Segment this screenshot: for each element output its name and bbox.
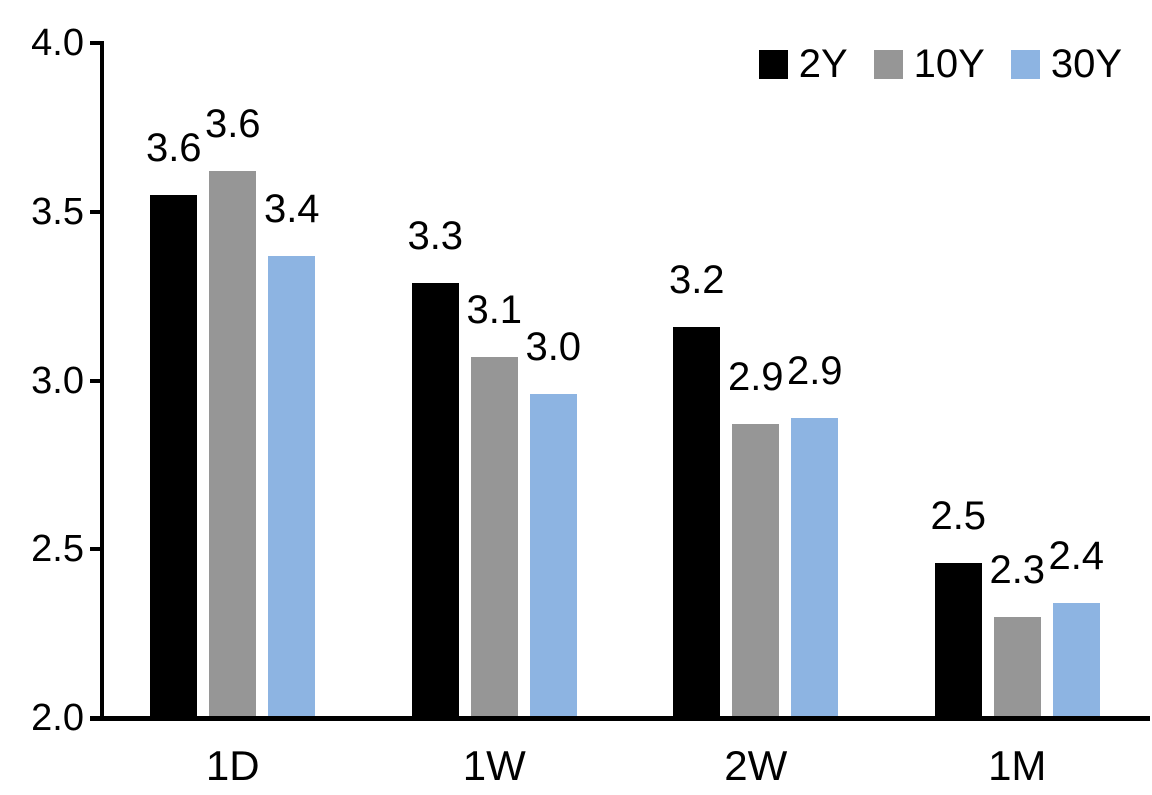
legend-item-30y: 30Y xyxy=(1010,42,1122,86)
bar-value-label: 3.4 xyxy=(263,186,320,231)
y-axis-tick-label: 2.0 xyxy=(31,697,84,739)
bar-value-label: 3.6 xyxy=(145,125,202,170)
bar-value-label: 3.2 xyxy=(668,257,725,302)
y-axis-tick xyxy=(90,41,104,45)
x-axis-category-label: 1D xyxy=(205,742,260,789)
legend: 2Y 10Y 30Y xyxy=(758,42,1122,86)
y-axis-tick-label: 4.0 xyxy=(31,22,84,64)
legend-swatch-icon xyxy=(873,49,903,79)
bar-2y-1d xyxy=(150,194,198,718)
bar-value-label: 2.5 xyxy=(930,493,987,538)
bar-2y-1m xyxy=(934,562,982,718)
bar-2y-2w xyxy=(673,326,721,718)
bar-10y-2w xyxy=(732,424,780,718)
bar-value-label: 2.3 xyxy=(989,547,1046,592)
y-axis-tick xyxy=(90,547,104,552)
legend-swatch-icon xyxy=(758,49,788,79)
bar-10y-1m xyxy=(993,616,1041,718)
bar-value-label: 3.0 xyxy=(525,325,582,369)
bar-30y-1m xyxy=(1052,603,1100,718)
legend-swatch-icon xyxy=(1010,49,1040,79)
bar-10y-1w xyxy=(470,356,518,718)
bar-2y-1w xyxy=(411,282,459,718)
y-axis-tick xyxy=(90,378,104,383)
x-axis-category-label: 2W xyxy=(724,742,788,789)
legend-label: 10Y xyxy=(913,42,985,86)
bar-30y-1w xyxy=(529,394,577,718)
bar-30y-2w xyxy=(791,417,839,718)
bar-value-label: 2.9 xyxy=(786,348,843,393)
y-axis-line xyxy=(100,43,104,721)
bar-value-label: 3.6 xyxy=(204,102,261,147)
legend-item-2y: 2Y xyxy=(758,42,848,86)
y-axis-tick-label: 2.5 xyxy=(31,528,84,571)
bar-value-label: 2.9 xyxy=(727,355,784,400)
y-axis-tick xyxy=(90,209,104,214)
y-axis-tick-label: 3.5 xyxy=(31,190,84,233)
bar-value-label: 3.3 xyxy=(407,213,464,258)
x-axis-category-label: 1W xyxy=(462,742,526,789)
legend-item-10y: 10Y xyxy=(873,42,985,86)
bar-10y-1d xyxy=(209,171,257,718)
legend-label: 2Y xyxy=(798,42,848,86)
bar-value-label: 2.4 xyxy=(1048,534,1105,579)
x-axis-line xyxy=(90,716,1150,721)
x-axis-category-label: 1M xyxy=(988,742,1047,789)
bar-value-label: 3.1 xyxy=(466,287,523,332)
bar-30y-1d xyxy=(268,255,316,718)
y-axis-tick-label: 3.0 xyxy=(31,359,84,402)
legend-label: 30Y xyxy=(1050,42,1122,86)
